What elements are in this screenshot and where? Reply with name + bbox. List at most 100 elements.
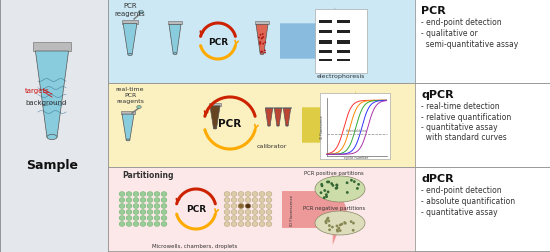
Ellipse shape: [154, 198, 160, 203]
Ellipse shape: [147, 192, 153, 197]
Ellipse shape: [133, 204, 139, 208]
Circle shape: [335, 187, 338, 190]
Ellipse shape: [126, 139, 130, 141]
Bar: [318, 60, 332, 62]
Circle shape: [262, 34, 263, 36]
Ellipse shape: [238, 216, 244, 220]
Ellipse shape: [266, 204, 272, 209]
Ellipse shape: [126, 210, 132, 214]
Bar: [415, 167, 550, 251]
Bar: [108, 84, 550, 167]
Ellipse shape: [266, 198, 272, 203]
Ellipse shape: [140, 198, 146, 203]
Circle shape: [336, 225, 338, 227]
Ellipse shape: [245, 216, 251, 220]
Circle shape: [327, 220, 330, 223]
Circle shape: [265, 42, 266, 44]
Bar: [337, 51, 350, 53]
Circle shape: [357, 183, 360, 186]
Ellipse shape: [119, 222, 125, 227]
Ellipse shape: [224, 222, 230, 227]
Circle shape: [336, 184, 338, 187]
Ellipse shape: [126, 204, 132, 208]
Ellipse shape: [268, 125, 270, 127]
Text: ID Fluorescence: ID Fluorescence: [320, 115, 324, 138]
Circle shape: [343, 221, 346, 224]
Polygon shape: [123, 24, 137, 55]
Bar: [318, 41, 332, 44]
Ellipse shape: [252, 222, 258, 227]
Ellipse shape: [154, 210, 160, 214]
Text: with standard curves: with standard curves: [421, 133, 507, 142]
Ellipse shape: [133, 192, 139, 197]
Text: - end-point detection: - end-point detection: [421, 185, 502, 194]
Ellipse shape: [277, 125, 279, 127]
Bar: [209, 104, 221, 106]
Ellipse shape: [238, 198, 244, 203]
Circle shape: [324, 222, 327, 224]
Ellipse shape: [47, 135, 57, 140]
Ellipse shape: [252, 204, 258, 209]
Polygon shape: [35, 52, 69, 137]
Ellipse shape: [315, 176, 365, 202]
Ellipse shape: [147, 204, 153, 208]
Ellipse shape: [161, 222, 167, 227]
Ellipse shape: [147, 210, 153, 214]
Bar: [337, 20, 350, 24]
Ellipse shape: [224, 204, 230, 209]
Ellipse shape: [126, 192, 132, 197]
Ellipse shape: [231, 222, 237, 227]
Ellipse shape: [238, 222, 244, 227]
Circle shape: [325, 196, 328, 198]
Circle shape: [353, 180, 356, 183]
Polygon shape: [122, 115, 134, 140]
Circle shape: [262, 44, 264, 45]
Text: threshold line: threshold line: [346, 129, 367, 133]
Text: Microwells, chambers, droplets: Microwells, chambers, droplets: [152, 243, 238, 248]
Circle shape: [327, 181, 330, 184]
Ellipse shape: [266, 222, 272, 227]
Text: PCR positive partitions: PCR positive partitions: [304, 170, 364, 175]
Bar: [337, 41, 350, 44]
Bar: [415, 0, 550, 84]
Circle shape: [261, 51, 263, 53]
Circle shape: [323, 189, 326, 192]
Ellipse shape: [147, 198, 153, 203]
Ellipse shape: [238, 192, 244, 197]
Ellipse shape: [126, 216, 132, 220]
Circle shape: [356, 187, 359, 190]
Text: targets: targets: [25, 88, 50, 94]
Ellipse shape: [245, 210, 251, 214]
Bar: [168, 22, 182, 25]
Polygon shape: [274, 109, 282, 126]
Ellipse shape: [128, 54, 132, 56]
Ellipse shape: [266, 192, 272, 197]
Circle shape: [326, 218, 328, 221]
Ellipse shape: [140, 192, 146, 197]
Circle shape: [326, 181, 329, 184]
Ellipse shape: [154, 216, 160, 220]
Bar: [318, 31, 332, 34]
Text: PCR: PCR: [421, 6, 446, 16]
Bar: [315, 10, 367, 74]
Bar: [121, 112, 135, 115]
Circle shape: [340, 223, 343, 226]
Ellipse shape: [126, 222, 132, 227]
Circle shape: [321, 185, 323, 187]
Circle shape: [330, 182, 333, 185]
Ellipse shape: [259, 216, 265, 220]
Bar: [33, 43, 71, 52]
Circle shape: [339, 229, 342, 232]
Circle shape: [332, 184, 334, 187]
Polygon shape: [283, 109, 291, 126]
Text: dPCR: dPCR: [421, 173, 454, 183]
Circle shape: [325, 194, 328, 196]
Text: cycle number: cycle number: [344, 156, 369, 160]
Ellipse shape: [140, 204, 146, 208]
Circle shape: [346, 182, 349, 184]
Ellipse shape: [245, 198, 251, 203]
Polygon shape: [256, 25, 268, 54]
Text: PCR negative partitions: PCR negative partitions: [303, 205, 365, 210]
Polygon shape: [280, 8, 350, 76]
Ellipse shape: [119, 210, 125, 214]
